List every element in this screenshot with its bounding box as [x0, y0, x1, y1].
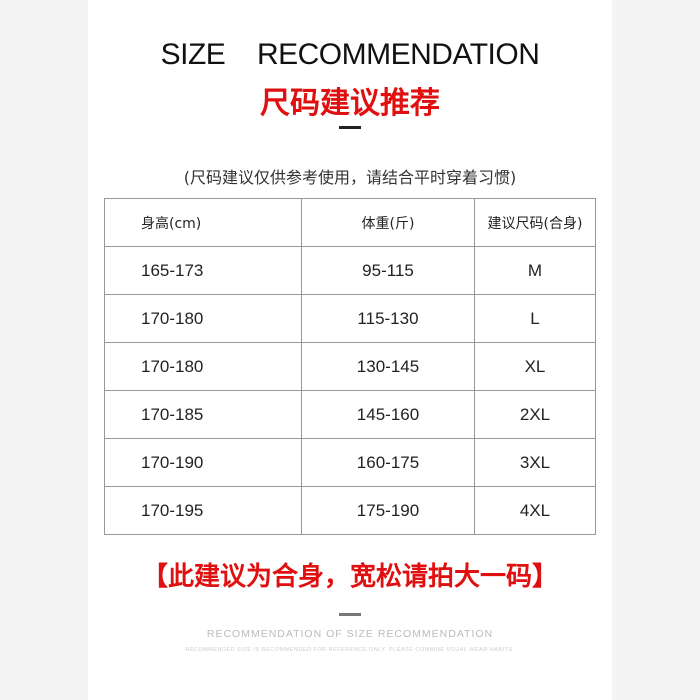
table-cell: XL	[474, 342, 596, 391]
table-row: 165-173 95-115 M	[104, 246, 596, 295]
table-cell: 115-130	[301, 294, 475, 343]
footer-title: RECOMMENDATION OF SIZE RECOMMENDATION	[206, 628, 494, 640]
table-cell: 170-180	[104, 342, 302, 391]
note: (尺码建议仅供参考使用，请结合平时穿着习惯)	[183, 168, 517, 187]
size-table: 身高(cm) 体重(斤) 建议尺码(合身) 165-173 95-115 M 170-180…	[104, 198, 596, 535]
table-row: 170-180 130-145 XL	[104, 342, 596, 391]
table-cell: 165-173	[104, 246, 302, 295]
header-cell: 体重(斤)	[301, 198, 475, 247]
table-cell: 170-180	[104, 294, 302, 343]
table-cell: 175-190	[301, 486, 475, 535]
table-cell: 170-190	[104, 438, 302, 487]
table-row: 170-185 145-160 2XL	[104, 390, 596, 439]
table-row: 170-195 175-190 4XL	[104, 486, 596, 535]
table-cell: 4XL	[474, 486, 596, 535]
table-cell: 3XL	[474, 438, 596, 487]
table-header: 身高(cm) 体重(斤) 建议尺码(合身)	[104, 198, 596, 247]
footer-divider	[339, 613, 361, 616]
advice: 【此建议为合身，宽松请拍大一码】	[141, 562, 558, 592]
table-cell: 2XL	[474, 390, 596, 439]
title-en: SIZE RECOMMENDATION	[160, 38, 540, 71]
divider	[339, 126, 361, 129]
table-cell: 95-115	[301, 246, 475, 295]
header-cell: 建议尺码(合身)	[474, 198, 596, 247]
table-cell: 170-185	[104, 390, 302, 439]
table-cell: 160-175	[301, 438, 475, 487]
table-cell: 130-145	[301, 342, 475, 391]
title-cn: 尺码建议推荐	[260, 86, 440, 121]
footer-sub: RECOMMENDED SIZE IS RECOMMENDED FOR REFE…	[185, 647, 515, 653]
header-cell: 身高(cm)	[104, 198, 302, 247]
table-row: 170-190 160-175 3XL	[104, 438, 596, 487]
table-cell: M	[474, 246, 596, 295]
table-cell: 145-160	[301, 390, 475, 439]
table-cell: L	[474, 294, 596, 343]
table-row: 170-180 115-130 L	[104, 294, 596, 343]
table-cell: 170-195	[104, 486, 302, 535]
